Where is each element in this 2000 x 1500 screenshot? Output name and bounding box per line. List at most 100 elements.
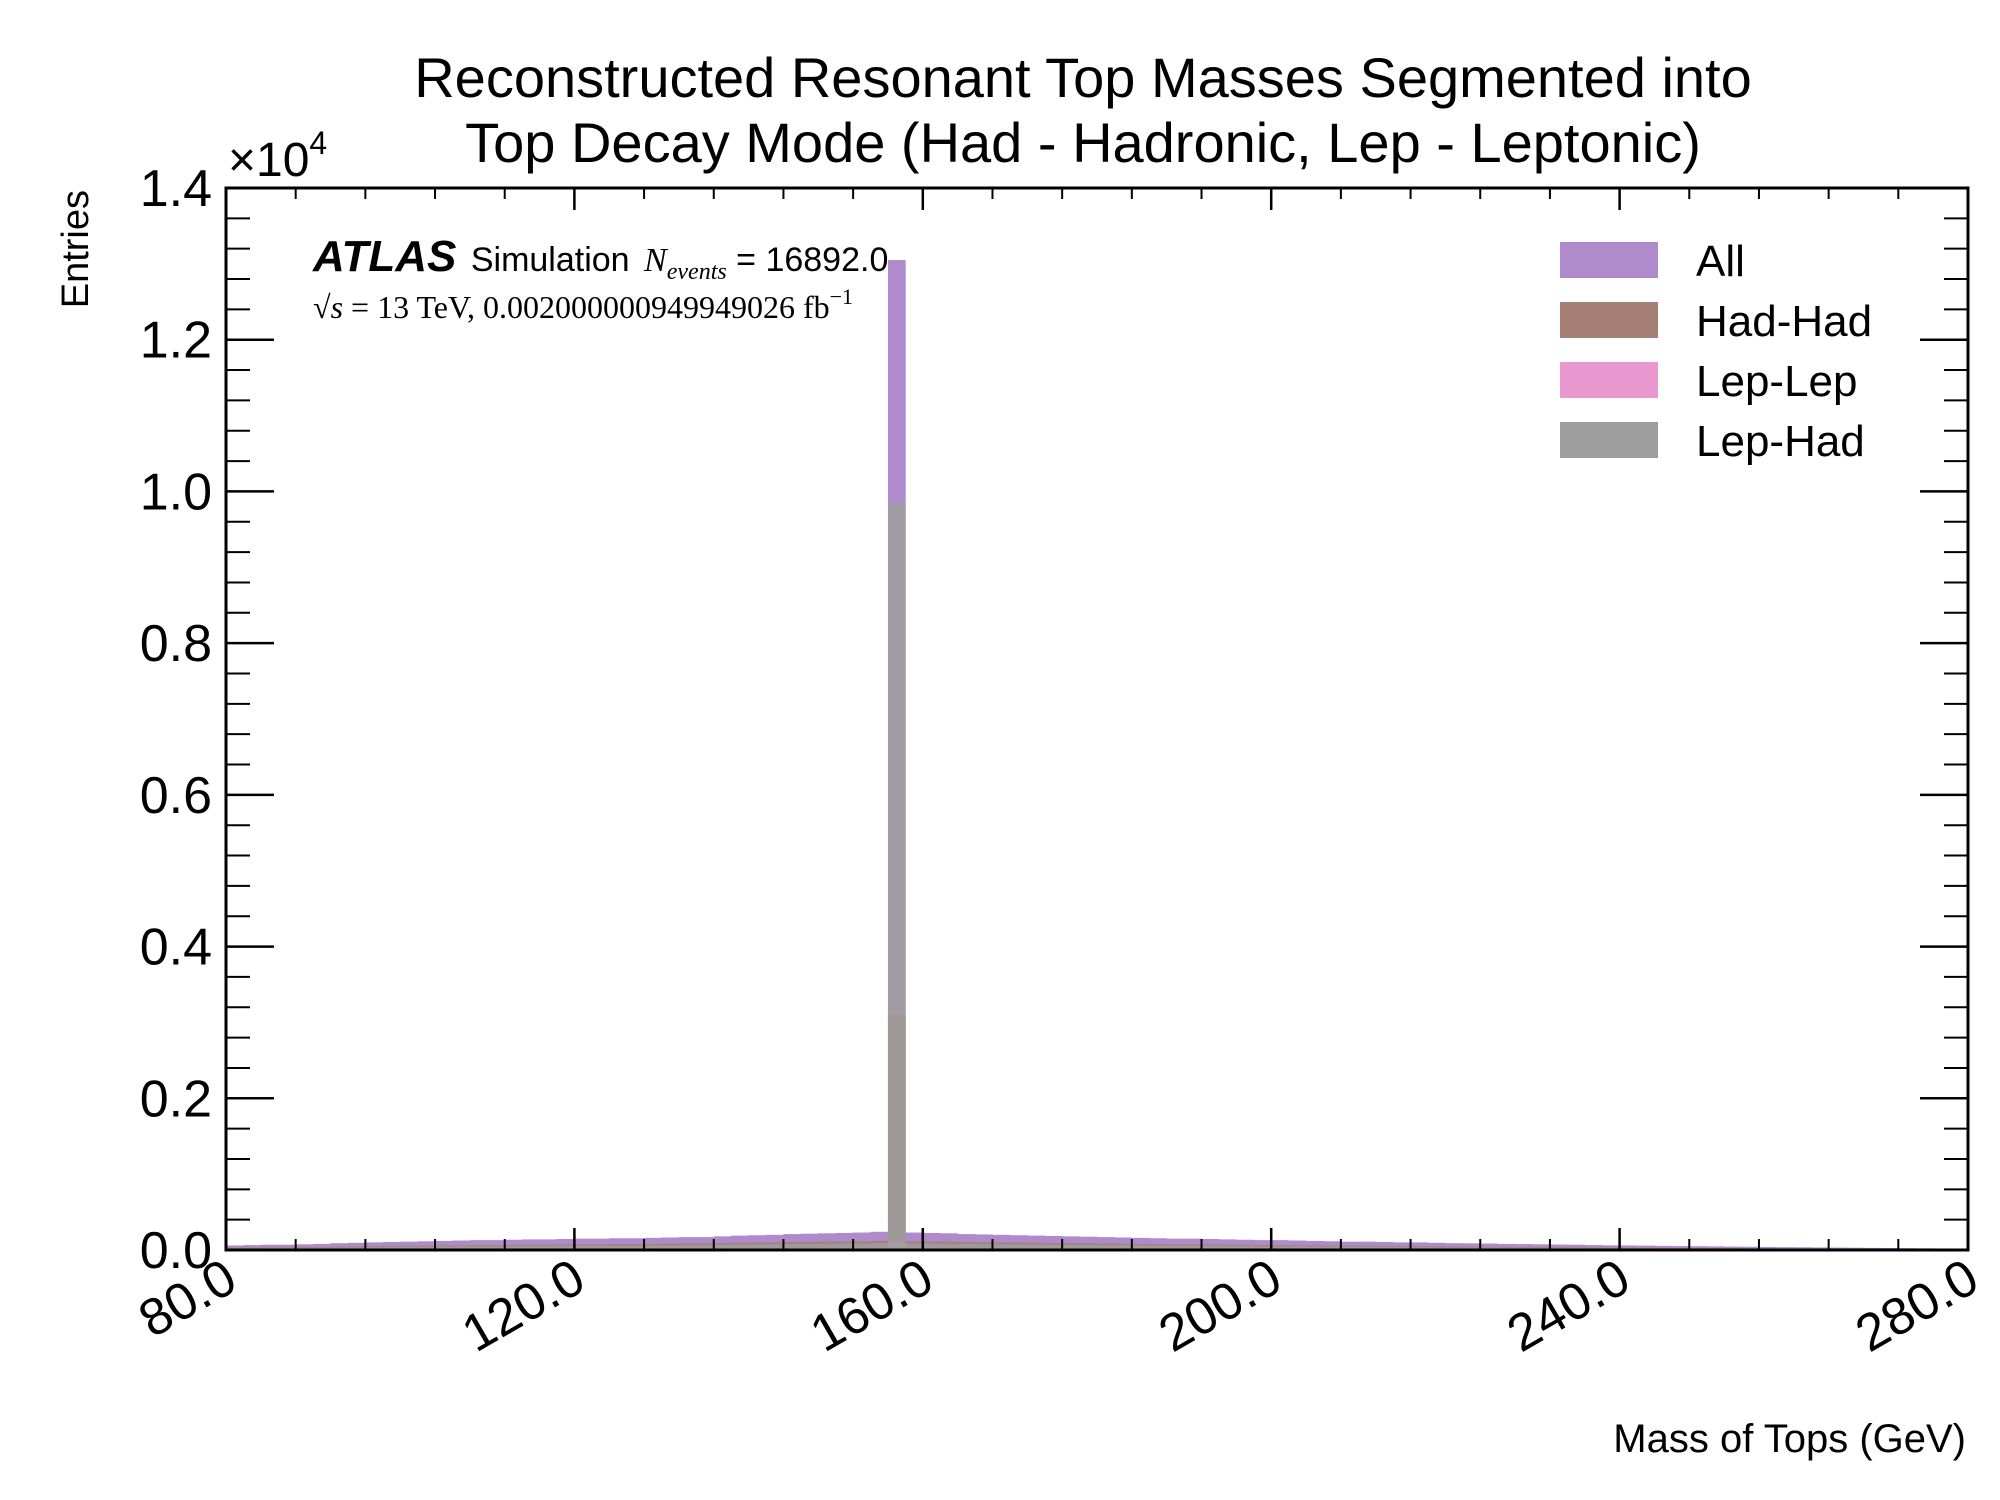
bar [975, 1244, 993, 1250]
bar [1724, 1246, 1742, 1250]
bar [1131, 1245, 1150, 1250]
bar [1097, 1245, 1115, 1250]
bar [1480, 1243, 1498, 1250]
plot-frame [224, 186, 1970, 1252]
atlas-annotation: ATLAS Simulation Nevents = 16892.0 [312, 232, 888, 285]
bar [1288, 1240, 1307, 1250]
bar [957, 1244, 976, 1250]
y-tick-label: 1.4 [140, 160, 212, 218]
bar [330, 1243, 349, 1250]
bar [609, 1245, 627, 1250]
atlas-label: ATLAS [312, 232, 456, 281]
legend-swatch [1560, 362, 1658, 398]
n-events-value: = 16892.0 [727, 241, 889, 279]
bar [1706, 1246, 1725, 1250]
bar [278, 1244, 296, 1250]
bar [1288, 1246, 1307, 1250]
bar [574, 1245, 593, 1250]
bar [800, 1243, 819, 1250]
energy-lumi-annotation: √s = 13 TeV, 0.002000000949949026 fb−1 [313, 284, 853, 325]
bar [1567, 1244, 1586, 1250]
bar [504, 1246, 523, 1250]
y-tick-label: 1.2 [140, 312, 212, 370]
bar [678, 1245, 697, 1250]
bar [1462, 1243, 1481, 1250]
y-tick-label: 0.0 [140, 1222, 212, 1280]
simulation-label: Simulation [471, 241, 630, 279]
bar [1027, 1244, 1046, 1250]
bar [783, 1244, 802, 1250]
bar [1114, 1245, 1133, 1250]
bar [1253, 1246, 1272, 1250]
bar [1149, 1245, 1167, 1250]
energy-lumi-text: = 13 TeV, 0.002000000949949026 fb [343, 289, 830, 325]
bar [591, 1245, 610, 1250]
bar [1184, 1245, 1202, 1250]
bar [1236, 1246, 1255, 1250]
bar [870, 1243, 889, 1250]
y-axis-label: Entries [55, 190, 97, 308]
bar [731, 1244, 749, 1250]
y-axis-multiplier-exponent: 4 [309, 125, 327, 161]
bar [853, 1243, 871, 1250]
bar [940, 1243, 958, 1250]
y-tick-label: 0.2 [140, 1070, 212, 1128]
legend-label: All [1696, 237, 1745, 286]
n-events-symbol: N [643, 242, 669, 279]
bar [1306, 1246, 1324, 1250]
bar [1218, 1245, 1237, 1250]
bar [1166, 1245, 1185, 1250]
bar [818, 1243, 836, 1250]
bar [365, 1242, 384, 1250]
bar [1584, 1245, 1603, 1250]
bar [887, 502, 906, 1250]
bar [522, 1245, 540, 1250]
bar [1271, 1246, 1289, 1250]
bar [487, 1246, 506, 1250]
bar [243, 1245, 262, 1250]
bar [696, 1245, 715, 1250]
bar [661, 1245, 680, 1250]
bar [1323, 1246, 1342, 1250]
legend: All Had-Had Lep-Lep Lep-Had [1560, 237, 1872, 466]
bar [417, 1246, 436, 1250]
bar [1741, 1246, 1760, 1250]
bar [556, 1245, 575, 1250]
bar [382, 1246, 401, 1250]
bar [452, 1240, 471, 1250]
bar [1079, 1245, 1098, 1250]
bar [1044, 1244, 1063, 1250]
bar [400, 1246, 418, 1250]
bar [1201, 1245, 1220, 1250]
bar [539, 1246, 558, 1250]
bar [382, 1242, 401, 1250]
bar [644, 1245, 662, 1250]
bar [922, 1243, 941, 1250]
chart-title-line-2: Top Decay Mode (Had - Hadronic, Lep - Le… [465, 111, 1701, 174]
bar [1445, 1243, 1464, 1250]
energy-s: s [331, 289, 343, 325]
legend-swatch [1560, 242, 1658, 278]
bar [313, 1243, 331, 1250]
y-tick-label: 0.6 [140, 767, 212, 825]
bar [260, 1244, 279, 1250]
y-axis-multiplier: ×104 [228, 125, 327, 187]
bar [1062, 1244, 1080, 1250]
y-tick-label: 1.0 [140, 463, 212, 521]
legend-label: Lep-Lep [1696, 357, 1857, 406]
lumi-exponent: −1 [830, 284, 853, 309]
bar [556, 1239, 575, 1250]
y-tick-label: 0.4 [140, 919, 212, 977]
legend-swatch [1560, 422, 1658, 458]
legend-label: Had-Had [1696, 297, 1872, 346]
bar [1340, 1246, 1359, 1250]
bar [713, 1244, 732, 1250]
bar [748, 1244, 767, 1250]
bar [1009, 1244, 1028, 1250]
bar [1375, 1246, 1394, 1250]
bar [1410, 1242, 1429, 1250]
chart-title-line-1: Reconstructed Resonant Top Masses Segmen… [414, 46, 1752, 109]
bar [1375, 1242, 1394, 1250]
